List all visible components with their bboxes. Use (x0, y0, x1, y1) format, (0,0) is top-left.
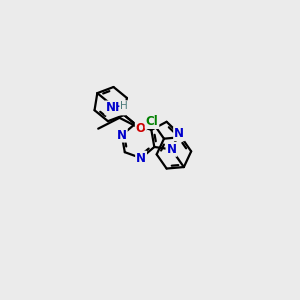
Text: O: O (136, 122, 146, 135)
Text: N: N (117, 129, 127, 142)
Text: Cl: Cl (146, 115, 158, 128)
Text: N: N (136, 152, 146, 165)
Text: N: N (174, 127, 184, 140)
Text: NH: NH (106, 101, 125, 114)
Text: H: H (120, 101, 127, 111)
Text: N: N (167, 143, 176, 156)
